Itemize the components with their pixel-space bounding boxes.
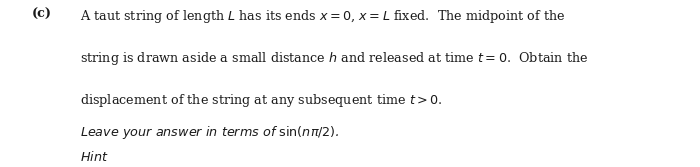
Text: $\it{Hint}$: $\it{Hint}$ [80, 150, 109, 164]
Text: string is drawn aside a small distance $h$ and released at time $t = 0$.  Obtain: string is drawn aside a small distance $… [80, 50, 589, 67]
Text: $\it{Leave\ your\ answer\ in\ terms\ of}$ $\mathrm{sin}(n\pi/2)$.: $\it{Leave\ your\ answer\ in\ terms\ of}… [80, 124, 340, 141]
Text: A taut string of length $L$ has its ends $x = 0$, $x = L$ fixed.  The midpoint o: A taut string of length $L$ has its ends… [80, 8, 566, 25]
Text: displacement of the string at any subsequent time $t > 0$.: displacement of the string at any subseq… [80, 92, 443, 109]
Text: (c): (c) [32, 8, 52, 21]
